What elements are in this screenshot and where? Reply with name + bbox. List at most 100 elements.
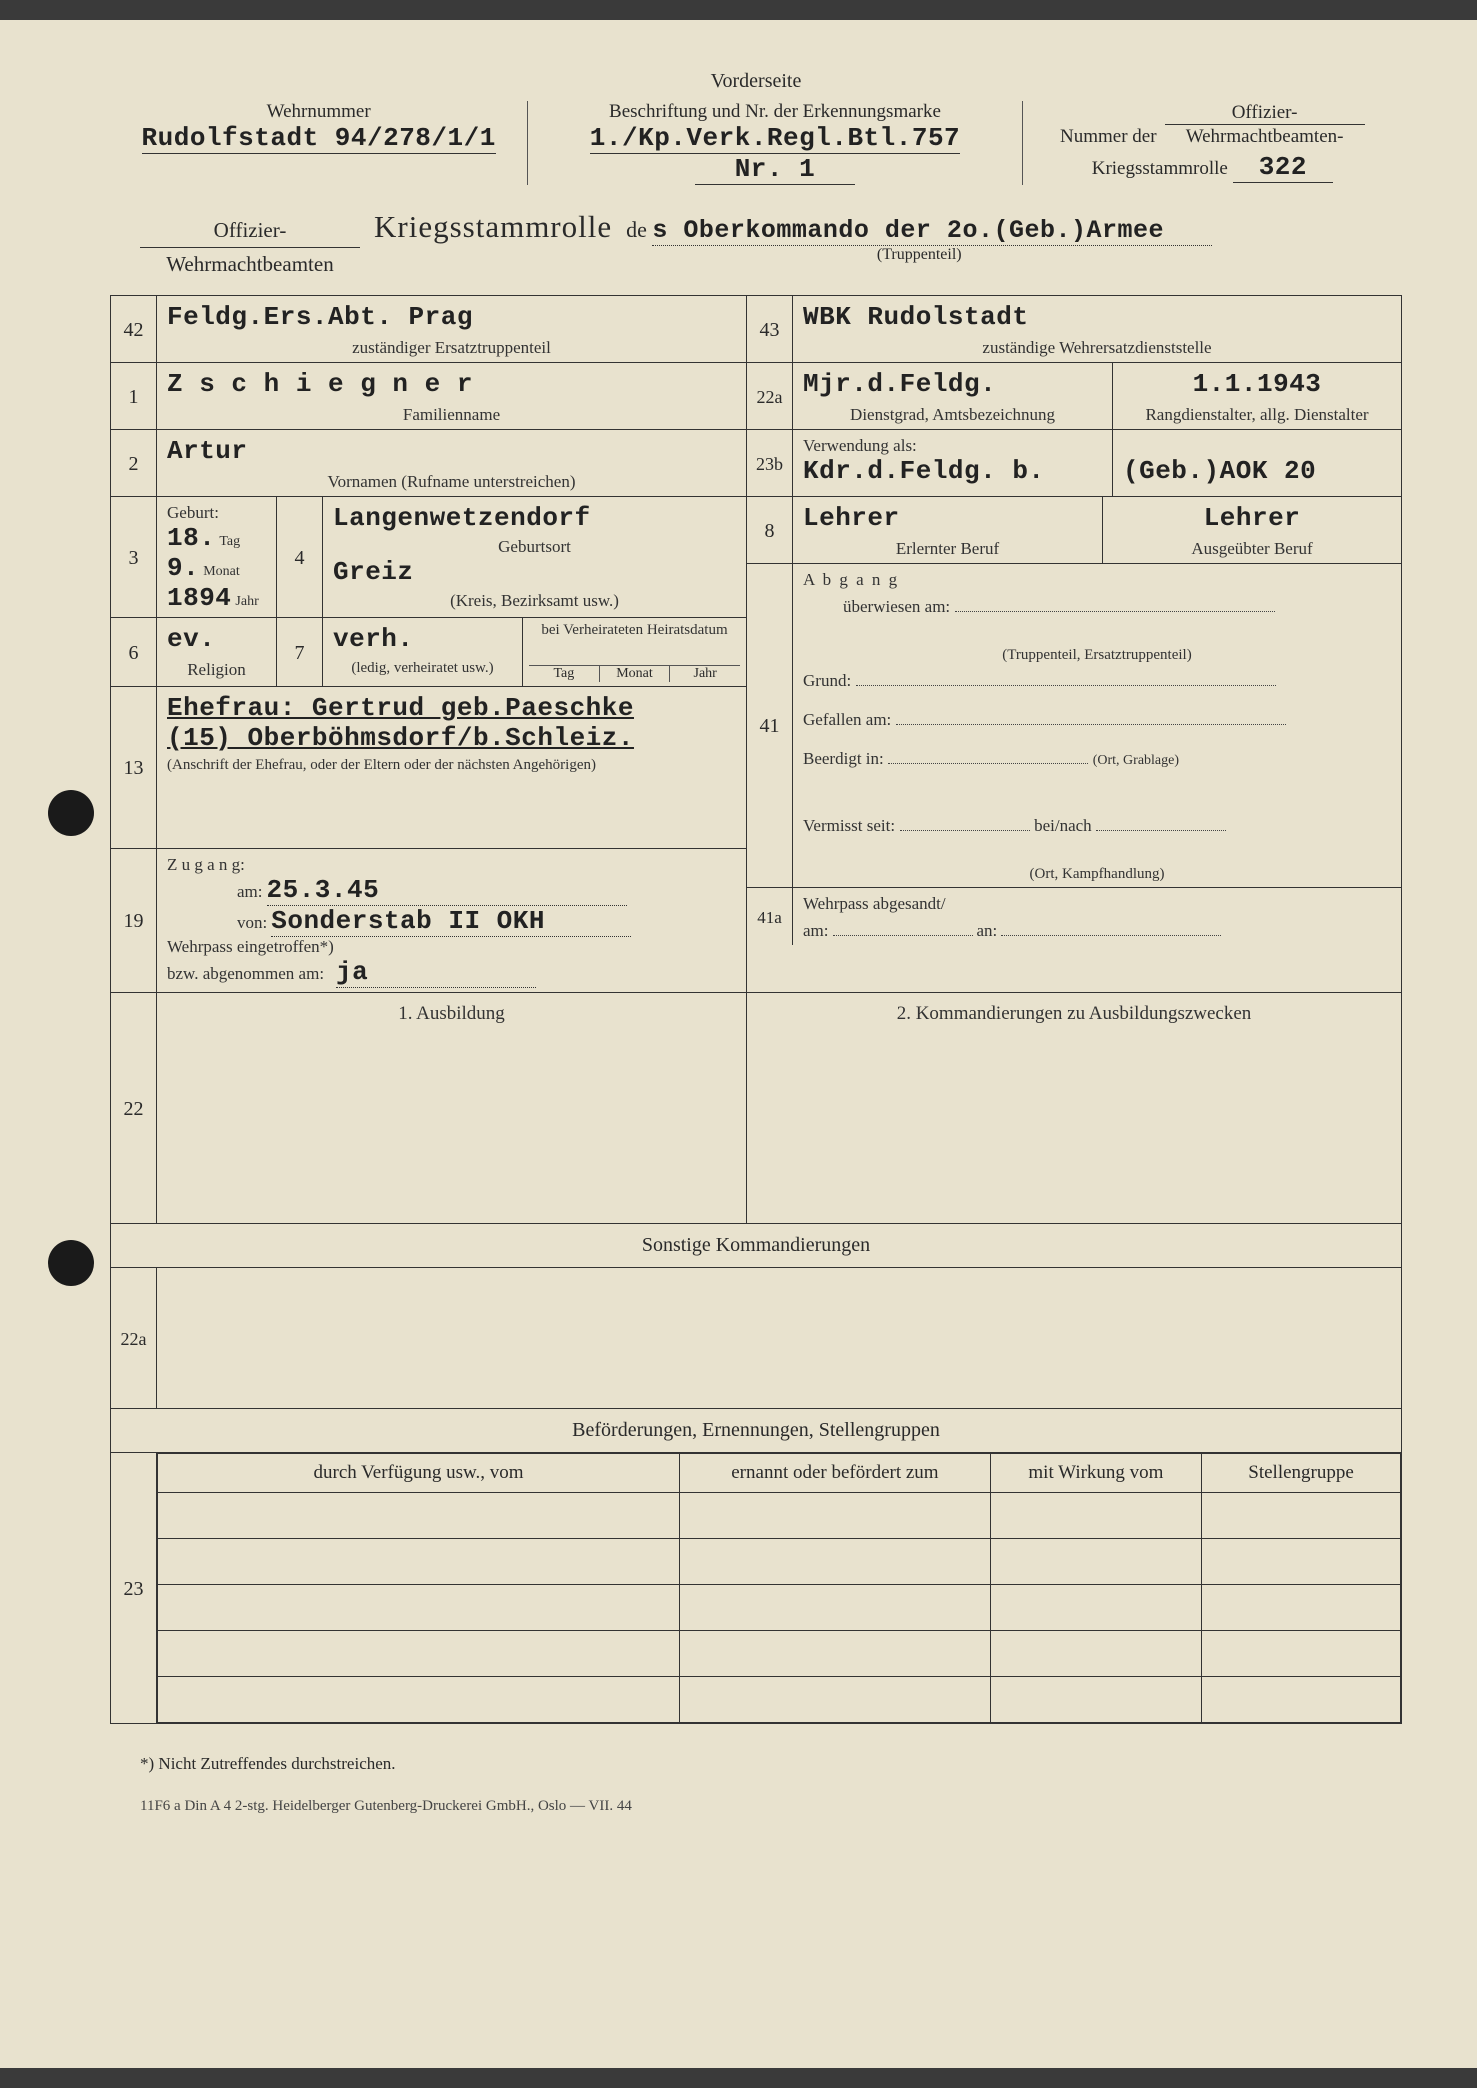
wp-am: am: bbox=[803, 921, 829, 940]
field-3-num: 3 bbox=[111, 497, 157, 617]
field-23b-value: Kdr.d.Feldg. b. bbox=[803, 456, 1102, 486]
field-7-num: 7 bbox=[277, 618, 323, 686]
field-22a2-num: 22a bbox=[111, 1268, 157, 1408]
marital-value: verh. bbox=[333, 624, 512, 656]
abgang-l4: Gefallen am: bbox=[803, 710, 891, 729]
zugang-von-l: von: bbox=[237, 913, 267, 932]
current-profession: Lehrer bbox=[1113, 503, 1391, 535]
abgang-title: A b g a n g bbox=[803, 570, 1391, 590]
religion-value: ev. bbox=[167, 624, 266, 656]
birth-year: 1894 bbox=[167, 583, 231, 613]
erkennungsmarke-value-b: Nr. 1 bbox=[695, 154, 855, 185]
birth-place: Langenwetzendorf bbox=[333, 503, 736, 533]
zugang-von-v: Sonderstab II OKH bbox=[271, 906, 631, 937]
promo-c2: ernannt oder befördert zum bbox=[680, 1454, 991, 1493]
erkennungsmarke-value-a: 1./Kp.Verk.Regl.Btl.757 bbox=[590, 123, 960, 154]
abgang-l6a: Vermisst seit: bbox=[803, 816, 895, 835]
field-42-num: 42 bbox=[111, 296, 157, 362]
wp-an: an: bbox=[977, 921, 998, 940]
field-23-num: 23 bbox=[111, 1453, 157, 1723]
birth-kreis-label: (Kreis, Bezirksamt usw.) bbox=[333, 591, 736, 611]
md-month: Monat bbox=[600, 666, 671, 682]
title-sub: (Truppenteil) bbox=[626, 246, 1212, 264]
promo-title: Beförderungen, Ernennungen, Stellengrupp… bbox=[111, 1409, 1401, 1452]
abgang-l1: überwiesen am: bbox=[843, 597, 950, 616]
field-13-num: 13 bbox=[111, 687, 157, 848]
rollnr-label-b: Offizier- bbox=[1165, 102, 1365, 125]
field-8-num: 8 bbox=[747, 497, 793, 563]
table-row bbox=[158, 1677, 1401, 1723]
form-body: 42 Feldg.Ers.Abt. Prag zuständiger Ersat… bbox=[110, 295, 1402, 1724]
abgang-l6b: bei/nach bbox=[1034, 816, 1092, 835]
learned-profession-label: Erlernter Beruf bbox=[803, 539, 1092, 559]
wehrpass-l2: bzw. abgenommen am: bbox=[167, 964, 324, 983]
wehrnummer-value: Rudolfstadt 94/278/1/1 bbox=[142, 123, 496, 154]
ausbildung-head-l: 1. Ausbildung bbox=[167, 1003, 736, 1025]
religion-label: Religion bbox=[167, 660, 266, 680]
zugang-am-l: am: bbox=[237, 882, 263, 901]
field-3-pre: Geburt: bbox=[167, 503, 266, 523]
abgang-l5b: (Ort, Grablage) bbox=[1093, 753, 1179, 768]
field-42-label: zuständiger Ersatztruppenteil bbox=[167, 338, 736, 358]
spouse-line2: (15) Oberböhmsdorf/b.Schleiz. bbox=[167, 723, 736, 753]
birth-month: 9. bbox=[167, 553, 199, 583]
title-infix: de bbox=[626, 217, 647, 242]
rollnr-label-a: Nummer der bbox=[1060, 126, 1157, 148]
birth-month-label: Monat bbox=[203, 564, 240, 579]
field-6-num: 6 bbox=[111, 618, 157, 686]
learned-profession: Lehrer bbox=[803, 503, 1092, 535]
promo-c3: mit Wirkung vom bbox=[990, 1454, 1201, 1493]
abgang-l3: Grund: bbox=[803, 671, 851, 690]
field-22-num: 22 bbox=[111, 993, 157, 1223]
field-2-num: 2 bbox=[111, 430, 157, 496]
current-profession-label: Ausgeübter Beruf bbox=[1113, 539, 1391, 559]
table-row bbox=[158, 1539, 1401, 1585]
abgang-l5: Beerdigt in: bbox=[803, 749, 884, 768]
table-row bbox=[158, 1585, 1401, 1631]
title-stack-top: Offizier- bbox=[140, 218, 360, 243]
field-1-label: Familienname bbox=[167, 405, 736, 425]
md-day: Tag bbox=[529, 666, 600, 682]
title-main: Kriegsstammrolle bbox=[374, 209, 612, 245]
field-22a-date: 1.1.1943 bbox=[1123, 369, 1391, 401]
rollnr-label-c: Wehrmachtbeamten- bbox=[1186, 126, 1344, 147]
title-stack-bottom: Wehrmachtbeamten bbox=[140, 252, 360, 277]
punch-hole bbox=[48, 1240, 94, 1286]
birth-day: 18. bbox=[167, 523, 215, 553]
spouse-line1: Ehefrau: Gertrud geb.Paeschke bbox=[167, 693, 736, 723]
sonstige-title: Sonstige Kommandierungen bbox=[111, 1224, 1401, 1267]
promo-c4: Stellengruppe bbox=[1202, 1454, 1401, 1493]
wehrpass-l1: Wehrpass eingetroffen*) bbox=[167, 937, 736, 957]
rollnr-value: 322 bbox=[1233, 152, 1333, 183]
field-23b-pre: Verwendung als: bbox=[803, 436, 1102, 456]
punch-hole bbox=[48, 790, 94, 836]
title-unit: s Oberkommando der 2o.(Geb.)Armee bbox=[652, 216, 1212, 246]
spouse-label: (Anschrift der Ehefrau, oder der Eltern … bbox=[167, 757, 736, 774]
birth-day-label: Tag bbox=[219, 534, 240, 549]
title-row: Offizier- Wehrmachtbeamten Kriegsstammro… bbox=[140, 209, 1402, 277]
field-42-value: Feldg.Ers.Abt. Prag bbox=[167, 302, 736, 334]
marital-label: (ledig, verheiratet usw.) bbox=[333, 660, 512, 677]
field-19-num: 19 bbox=[111, 849, 157, 992]
field-43-value: WBK Rudolstadt bbox=[803, 302, 1391, 334]
promo-c1: durch Verfügung usw., vom bbox=[158, 1454, 680, 1493]
abgang-l7: (Ort, Kampfhandlung) bbox=[803, 866, 1391, 883]
wehrnummer-label: Wehrnummer bbox=[110, 101, 527, 123]
field-2-label: Vornamen (Rufname unterstreichen) bbox=[167, 472, 736, 492]
field-43-label: zuständige Wehrersatzdienststelle bbox=[803, 338, 1391, 358]
table-row bbox=[158, 1493, 1401, 1539]
zugang-am-v: 25.3.45 bbox=[267, 875, 627, 906]
field-22a-value: Mjr.d.Feldg. bbox=[803, 369, 1102, 401]
field-23b-right: (Geb.)AOK 20 bbox=[1123, 456, 1391, 486]
field-1-num: 1 bbox=[111, 363, 157, 429]
document-page: Vorderseite Wehrnummer Rudolfstadt 94/27… bbox=[0, 20, 1477, 2068]
field-2-value: Artur bbox=[167, 436, 736, 468]
field-23b-num: 23b bbox=[747, 430, 793, 496]
birth-year-label: Jahr bbox=[235, 594, 258, 609]
ausbildung-head-r: 2. Kommandierungen zu Ausbildungszwecken bbox=[757, 1003, 1391, 1025]
page-side-label: Vorderseite bbox=[110, 70, 1402, 93]
field-4-num: 4 bbox=[277, 497, 323, 617]
field-41-num: 41 bbox=[747, 564, 793, 887]
field-41a-num: 41a bbox=[747, 888, 793, 945]
field-22a-date-label: Rangdienstalter, allg. Dienstalter bbox=[1123, 405, 1391, 425]
